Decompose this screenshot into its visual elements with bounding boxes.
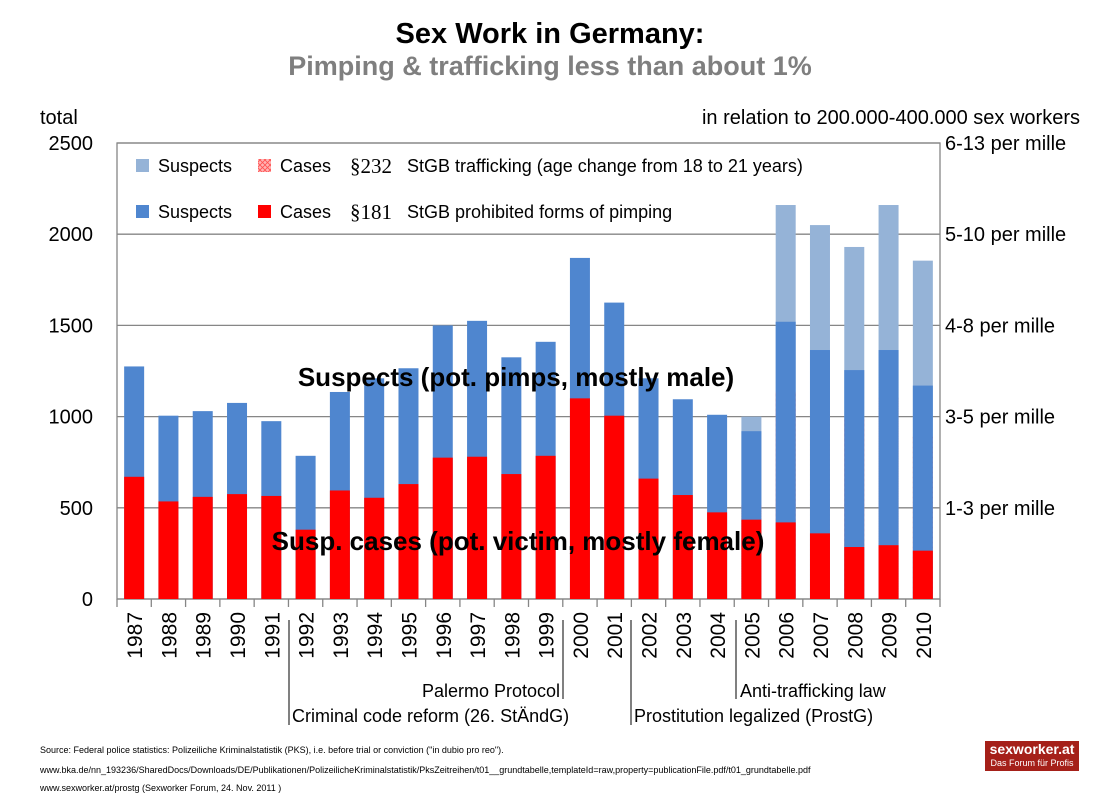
bar-cases-181	[329, 490, 350, 599]
x-tick-label: 2009	[879, 612, 902, 659]
x-tick-label: 2006	[776, 612, 799, 659]
y-tick-label: 2500	[49, 133, 94, 155]
legend-suspects-label: Suspects	[158, 156, 232, 176]
right-tick-label: 3-5 per mille	[945, 407, 1055, 429]
right-axis-label: in relation to 200.000-400.000 sex worke…	[702, 107, 1080, 129]
x-tick-label: 2004	[707, 612, 730, 659]
bar-cases-181	[569, 398, 590, 599]
x-tick-label: 2003	[673, 612, 696, 659]
source-line-3: www.sexworker.at/prostg (Sexworker Forum…	[40, 783, 282, 793]
x-tick-label: 2000	[570, 612, 593, 659]
palermo-label: Palermo Protocol	[422, 681, 560, 701]
x-tick-label: 1992	[296, 612, 319, 659]
bars	[124, 205, 933, 600]
legend-swatch-suspects	[136, 159, 149, 172]
prostitution-label: Prostitution legalized (ProstG)	[634, 706, 873, 726]
right-tick-label: 6-13 per mille	[945, 133, 1066, 155]
bar-cases-181	[775, 522, 796, 599]
legend-section-label: §232	[350, 154, 392, 178]
bar-cases-181	[261, 495, 282, 599]
x-tick-label: 1996	[433, 612, 456, 659]
bar-cases-181	[844, 547, 865, 599]
x-tick-label: 2007	[810, 612, 833, 659]
x-tick-label: 2005	[741, 612, 764, 659]
bar-cases-181	[467, 456, 488, 599]
x-tick-label: 1994	[364, 612, 387, 659]
y-tick-label: 0	[82, 589, 93, 611]
annotations: Suspects (pot. pimps, mostly male) Susp. …	[272, 362, 887, 726]
legend-description: StGB prohibited forms of pimping	[407, 202, 672, 222]
sexworker-logo[interactable]: sexworker.at Das Forum für Profis	[985, 741, 1079, 771]
bar-cases-181	[604, 415, 625, 599]
bar-suspects-181	[878, 350, 899, 599]
cases-annotation: Susp. cases (pot. victim, mostly female)	[272, 526, 765, 556]
bar-suspects-181	[912, 385, 933, 599]
bar-cases-181	[535, 455, 556, 599]
axes: 0 500 1000 1500 2000 2500 6-13 per mille 5-10 p…	[40, 107, 1080, 659]
legend: Suspects Cases §232 StGB trafficking (age c…	[136, 154, 803, 224]
legend-swatch-cases	[258, 205, 271, 218]
bar-cases-181	[638, 478, 659, 599]
y-tick-label: 2000	[49, 224, 94, 246]
bar-cases-181	[912, 550, 933, 599]
logo-sub-text: Das Forum für Profis	[990, 758, 1074, 768]
x-tick-label: 2002	[639, 612, 662, 659]
criminal-code-label: Criminal code reform (26. StÄndG)	[292, 706, 569, 726]
bar-cases-181	[192, 496, 213, 599]
x-tick-label: 1991	[261, 612, 284, 659]
bar-cases-181	[432, 457, 453, 599]
bar-suspects-181	[844, 370, 865, 599]
x-tick-label: 2010	[913, 612, 936, 659]
right-tick-label: 4-8 per mille	[945, 315, 1055, 337]
bar-cases-181	[878, 545, 899, 599]
bar-cases-181	[227, 494, 248, 599]
chart-subtitle: Pimping & trafficking less than about 1%	[288, 51, 812, 81]
legend-section-label: §181	[350, 200, 392, 224]
chart-title: Sex Work in Germany:	[395, 18, 705, 50]
bar-cases-181	[707, 512, 728, 599]
bar-cases-181	[809, 533, 830, 599]
left-axis-label: total	[40, 107, 78, 129]
x-tick-label: 2008	[844, 612, 867, 659]
x-tick-label: 1987	[124, 612, 147, 659]
logo-main-text: sexworker.at	[989, 741, 1075, 757]
right-tick-label: 1-3 per mille	[945, 498, 1055, 520]
bar-cases-181	[398, 484, 419, 599]
x-tick-label: 1989	[193, 612, 216, 659]
legend-cases-label: Cases	[280, 202, 331, 222]
y-tick-label: 1500	[49, 315, 94, 337]
bar-cases-181	[124, 476, 145, 599]
anti-trafficking-label: Anti-trafficking law	[740, 681, 887, 701]
suspects-annotation: Suspects (pot. pimps, mostly male)	[298, 362, 734, 392]
legend-description: StGB trafficking (age change from 18 to …	[407, 156, 803, 176]
x-tick-label: 1999	[536, 612, 559, 659]
bar-cases-181	[741, 519, 762, 599]
y-tick-label: 500	[60, 498, 93, 520]
source-line-1: Source: Federal police statistics: Poliz…	[40, 745, 504, 755]
x-tick-label: 1993	[330, 612, 353, 659]
bar-cases-181	[501, 474, 522, 599]
grid-lines	[116, 142, 941, 600]
legend-cases-label: Cases	[280, 156, 331, 176]
bar-cases-181	[364, 497, 385, 599]
x-tick-label: 2001	[604, 612, 627, 659]
right-tick-label: 5-10 per mille	[945, 224, 1066, 246]
source-line-2: www.bka.de/nn_193236/SharedDocs/Download…	[40, 765, 811, 775]
bar-cases-181	[158, 501, 179, 599]
bar-cases-181	[295, 529, 316, 599]
legend-swatch-cases	[258, 159, 271, 172]
x-tick-label: 1998	[501, 612, 524, 659]
x-tick-label: 1988	[158, 612, 181, 659]
x-tick-label: 1995	[398, 612, 421, 659]
x-tick-label: 1997	[467, 612, 490, 659]
legend-suspects-label: Suspects	[158, 202, 232, 222]
bar-cases-181	[672, 495, 693, 599]
legend-swatch-suspects	[136, 205, 149, 218]
x-tick-label: 1990	[227, 612, 250, 659]
y-tick-label: 1000	[49, 407, 94, 429]
